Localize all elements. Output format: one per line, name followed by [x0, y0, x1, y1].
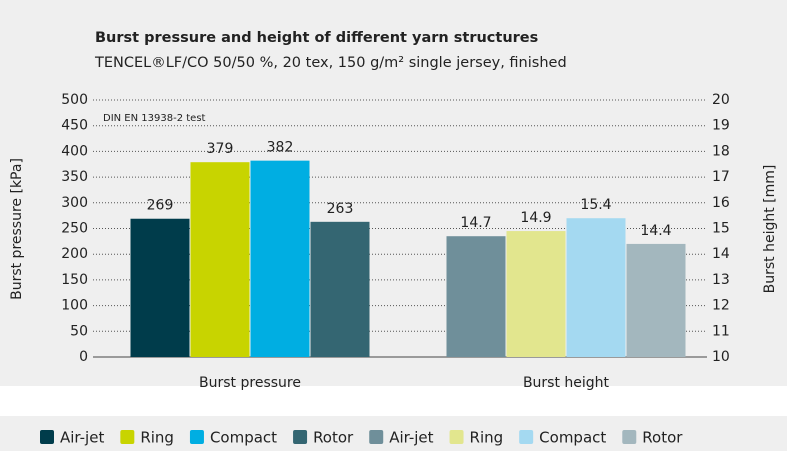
y-tick-label: 350 [61, 169, 88, 185]
y2-tick-label: 14 [712, 246, 730, 262]
legend-swatch [622, 430, 637, 444]
y-tick-label: 500 [61, 92, 88, 108]
y-tick-label: 250 [61, 221, 88, 237]
y2-tick-label: 17 [712, 169, 730, 185]
bar [130, 218, 190, 357]
y-tick-label: 450 [61, 118, 88, 134]
legend-label: Rotor [313, 429, 354, 447]
value-label: 269 [147, 198, 174, 214]
legend-label: Rotor [642, 429, 683, 447]
bar [626, 243, 686, 357]
y-tick-label: 400 [61, 143, 88, 159]
legend-label: Compact [210, 429, 277, 447]
legend-swatch [369, 430, 384, 444]
y2-tick-label: 12 [712, 298, 730, 314]
annotation: DIN EN 13938-2 test [103, 113, 206, 124]
x-tick-label: Burst pressure [199, 375, 301, 391]
bar [566, 218, 626, 357]
bar [250, 160, 310, 357]
legend-swatch [519, 430, 534, 444]
y2-tick-label: 20 [712, 92, 730, 108]
y2-tick-label: 18 [712, 143, 730, 159]
y-tick-label: 300 [61, 195, 88, 211]
y2-tick-label: 11 [712, 323, 730, 339]
value-label: 379 [207, 141, 234, 157]
y2-tick-label: 10 [712, 349, 730, 365]
legend-swatch [189, 430, 204, 444]
bar [446, 236, 506, 357]
y-axis-label: Burst pressure [kPa] [9, 158, 25, 300]
legend-label: Ring [140, 429, 174, 447]
value-label: 14.4 [640, 223, 671, 239]
y2-tick-label: 19 [712, 118, 730, 134]
y-tick-label: 0 [79, 349, 88, 365]
y2-tick-label: 15 [712, 221, 730, 237]
chart-subtitle: TENCEL®LF/CO 50/50 %, 20 tex, 150 g/m² s… [94, 55, 567, 71]
bar [310, 221, 370, 357]
value-label: 14.9 [520, 210, 551, 226]
y-tick-label: 200 [61, 246, 88, 262]
bar [506, 231, 566, 357]
bar [190, 162, 250, 357]
value-label: 15.4 [580, 197, 611, 213]
value-label: 263 [327, 201, 354, 217]
chart-title: Burst pressure and height of different y… [95, 30, 538, 46]
value-label: 14.7 [460, 215, 491, 231]
y2-axis-label: Burst height [mm] [762, 165, 778, 294]
y-tick-label: 50 [70, 323, 88, 339]
y-tick-label: 100 [61, 298, 88, 314]
legend-label: Compact [539, 429, 606, 447]
x-tick-label: Burst height [523, 375, 610, 391]
legend-swatch [40, 430, 54, 444]
y2-tick-label: 16 [712, 195, 730, 211]
value-label: 382 [267, 140, 294, 156]
y2-tick-label: 13 [712, 272, 730, 288]
legend-label: Air-jet [389, 429, 433, 447]
legend-swatch [120, 430, 135, 444]
y-tick-label: 150 [61, 272, 88, 288]
legend-label: Air-jet [60, 429, 104, 447]
legend-swatch [449, 430, 464, 444]
legend-label: Ring [470, 429, 504, 447]
legend-swatch [293, 430, 308, 444]
